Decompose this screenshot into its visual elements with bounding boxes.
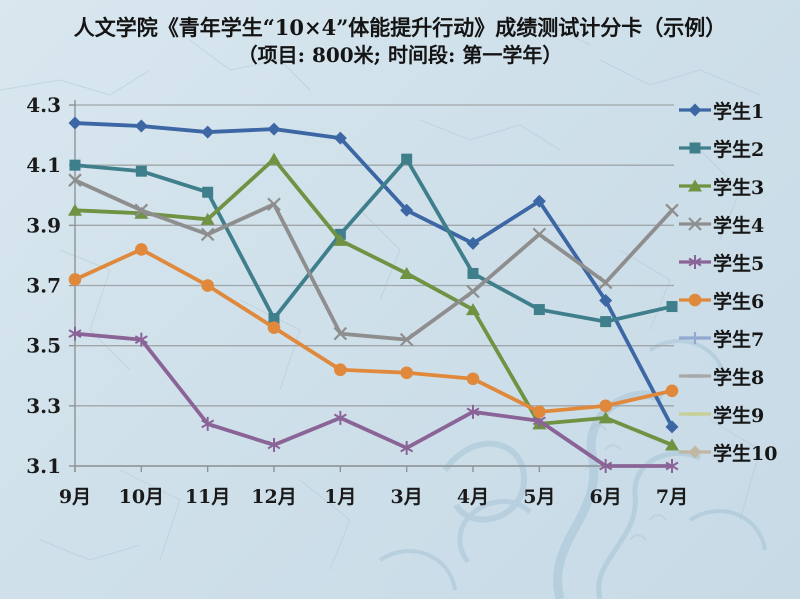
chart-legend: 学生1 学生2 学生3 学生4 学生5 学生6 学生7 学生8 学生9 学生10 <box>678 0 800 599</box>
legend-item-student-9: 学生9 <box>678 402 765 427</box>
legend-label: 学生5 <box>713 252 765 275</box>
x-axis-label: 11月 <box>185 486 230 508</box>
legend-marker-circle <box>679 293 711 307</box>
y-axis-label: 3.5 <box>26 334 61 358</box>
series-line <box>73 157 674 447</box>
x-axis-label: 3月 <box>391 486 423 508</box>
legend-item-student-8: 学生8 <box>678 364 765 389</box>
legend-item-student-6: 学生6 <box>678 288 765 313</box>
legend-marker-star <box>679 255 711 269</box>
x-axis-label: 1月 <box>324 486 356 508</box>
legend-label: 学生2 <box>713 138 765 161</box>
series-line <box>73 157 674 324</box>
legend-marker-x <box>679 217 711 231</box>
legend-label: 学生4 <box>713 214 765 237</box>
legend-marker-square <box>679 142 711 154</box>
legend-item-student-7: 学生7 <box>678 326 765 351</box>
y-axis-label: 4.1 <box>26 153 61 177</box>
chart-subtitle: （项目: 800米; 时间段: 第一学年） <box>237 43 563 67</box>
legend-label: 学生9 <box>713 404 765 427</box>
y-axis-label: 3.3 <box>26 394 61 418</box>
legend-item-student-5: 学生5 <box>678 250 765 275</box>
legend-label: 学生1 <box>713 100 765 123</box>
y-axis-label: 3.7 <box>26 274 61 298</box>
x-axis-label: 9月 <box>59 486 91 508</box>
legend-item-student-10: 学生10 <box>678 440 778 465</box>
series-line <box>73 121 674 429</box>
legend-marker-diamond <box>679 445 711 459</box>
legend-label: 学生6 <box>713 290 765 313</box>
y-axis-label: 4.3 <box>26 93 61 117</box>
x-axis-label: 4月 <box>457 486 489 508</box>
series-line <box>73 331 674 468</box>
y-axis-label: 3.1 <box>26 454 61 478</box>
x-axis-label: 10月 <box>119 486 164 508</box>
y-axis-label: 3.9 <box>26 213 61 237</box>
x-axis-label: 12月 <box>251 486 296 508</box>
x-axis-label: 6月 <box>590 486 622 508</box>
legend-item-student-2: 学生2 <box>678 136 765 161</box>
chart-title-block: 人文学院《青年学生“10×4”体能提升行动》成绩测试计分卡（示例） （项目: 8… <box>0 14 800 68</box>
legend-item-student-1: 学生1 <box>678 98 765 123</box>
series-line <box>73 178 674 342</box>
legend-label: 学生7 <box>713 328 765 351</box>
legend-marker-triangle <box>679 179 711 192</box>
legend-label: 学生3 <box>713 176 765 199</box>
legend-item-student-4: 学生4 <box>678 212 765 237</box>
legend-marker-dash <box>679 374 711 378</box>
series-line <box>73 247 674 414</box>
legend-marker-dash <box>679 412 711 416</box>
x-axis-label: 7月 <box>656 486 688 508</box>
legend-label: 学生10 <box>713 442 778 465</box>
legend-marker-diamond <box>679 103 711 117</box>
legend-marker-plus <box>679 332 711 344</box>
x-axis-label: 5月 <box>523 486 555 508</box>
legend-label: 学生8 <box>713 366 765 389</box>
legend-item-student-3: 学生3 <box>678 174 765 199</box>
chart-title: 人文学院《青年学生“10×4”体能提升行动》成绩测试计分卡（示例） <box>73 15 727 40</box>
